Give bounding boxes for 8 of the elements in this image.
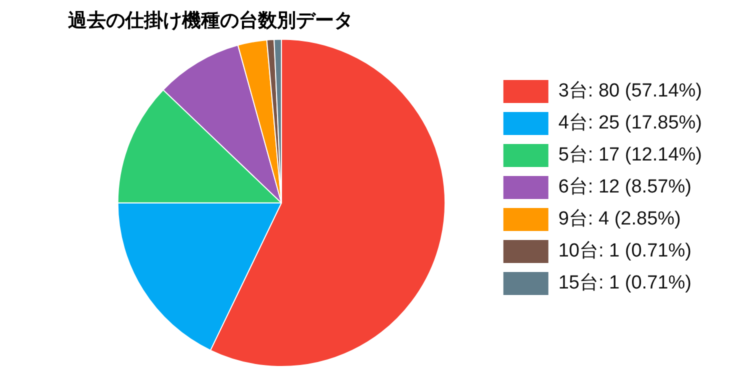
legend-label: 10台: 1 (0.71%) — [558, 240, 692, 262]
legend-label: 5台: 17 (12.14%) — [558, 144, 702, 166]
legend-label: 9台: 4 (2.85%) — [558, 208, 681, 230]
legend-label: 6台: 12 (8.57%) — [558, 176, 692, 198]
chart-title: 過去の仕掛け機種の台数別データ — [67, 9, 353, 32]
legend-label: 4台: 25 (17.85%) — [558, 112, 702, 134]
legend-label: 3台: 80 (57.14%) — [558, 80, 702, 102]
legend-label: 15台: 1 (0.71%) — [558, 272, 692, 294]
